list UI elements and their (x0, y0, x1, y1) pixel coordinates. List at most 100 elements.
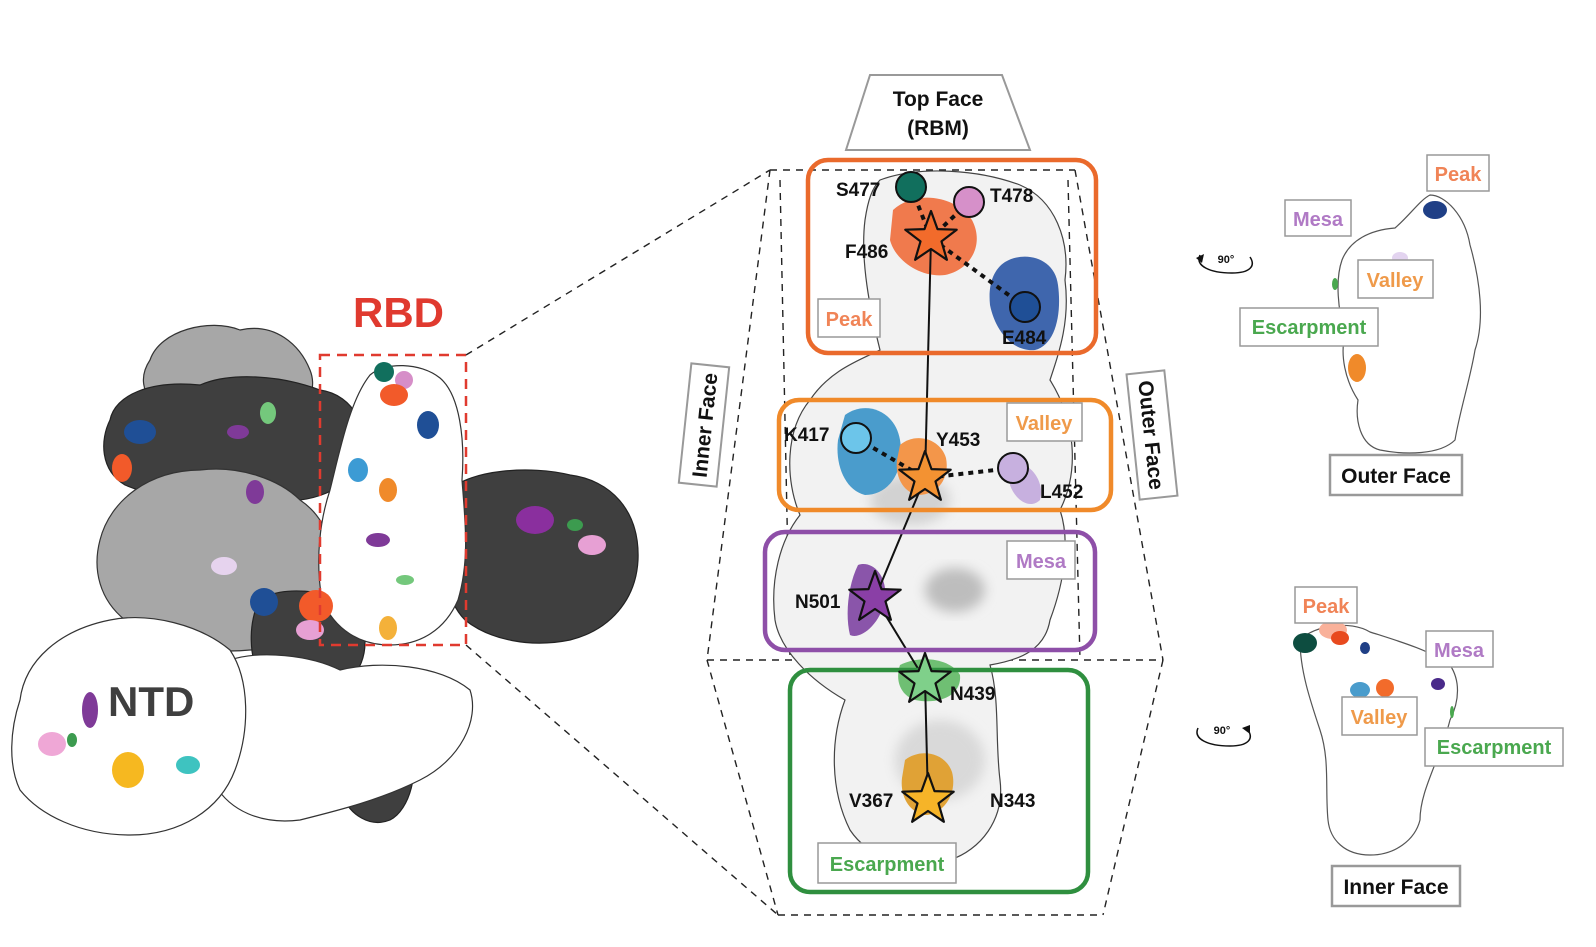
residue-k417-label: K417 (784, 425, 829, 446)
outer-patch-orange (1348, 354, 1366, 382)
patch-green-2 (260, 402, 276, 424)
inner-patch-orange (1376, 679, 1394, 697)
patch-orange-4 (299, 590, 333, 622)
spike-protein-structure: RBD NTD (11, 289, 639, 836)
patch-gold-2 (112, 752, 144, 788)
ntd-domain (11, 617, 247, 836)
rbd-label: RBD (353, 289, 444, 336)
residue-s477-label: S477 (836, 180, 880, 201)
patch-teal (374, 362, 394, 382)
patch-blue-3 (250, 588, 278, 616)
residue-l452-marker (997, 452, 1029, 484)
residue-n343-label: N343 (990, 791, 1035, 812)
outer-patch-blue (1423, 201, 1447, 219)
patch-green-3 (567, 519, 583, 531)
ntd-label: NTD (108, 678, 194, 725)
valley-region-box (776, 397, 1114, 513)
inner-patch-purple (1431, 678, 1445, 690)
inner-patch-blue (1360, 642, 1370, 654)
inner-rotation-indicator: 90° (1196, 725, 1251, 747)
svg-text:Inner Face: Inner Face (1343, 876, 1448, 899)
escarpment-region-box (787, 667, 1091, 895)
svg-text:Escarpment: Escarpment (1252, 317, 1367, 339)
surface-shadow-1 (925, 568, 985, 612)
inner-face-side-label: Inner Face (677, 362, 731, 488)
inner-patch-lightblue (1350, 682, 1370, 698)
residue-v367-star (901, 771, 955, 823)
zoom-lines (465, 169, 779, 916)
patch-gold (379, 616, 397, 640)
residue-f486-label: F486 (845, 242, 888, 263)
inner-label-valley: Valley (1341, 696, 1418, 736)
svg-text:Peak: Peak (826, 309, 874, 331)
surface-patch-lightblue (837, 408, 901, 495)
inner-face-outline (1299, 624, 1459, 856)
patch-orange (380, 384, 408, 406)
patch-pink-3 (578, 535, 606, 555)
svg-text:Mesa: Mesa (1016, 551, 1067, 573)
residue-stars (848, 209, 958, 823)
residue-n501-label: N501 (795, 592, 841, 613)
svg-text:Mesa: Mesa (1293, 209, 1344, 231)
patch-purple-2 (227, 425, 249, 439)
region-label-peak: Peak (817, 298, 881, 338)
patch-purple-4 (516, 506, 554, 534)
residue-t478-label: T478 (990, 186, 1033, 207)
outer-label-valley: Valley (1357, 259, 1434, 299)
patch-green (396, 575, 414, 585)
outer-label-mesa: Mesa (1284, 199, 1352, 237)
inner-label-peak: Peak (1294, 586, 1358, 624)
inner-label-escarpment: Escarpment (1424, 727, 1564, 767)
perspective-frame (706, 169, 1164, 916)
outer-face-side-label: Outer Face (1125, 369, 1179, 501)
residue-n501-star (848, 569, 902, 621)
svg-text:Peak: Peak (1303, 596, 1351, 618)
spike-dark-lobe-right (442, 469, 639, 644)
patch-blue (417, 411, 439, 439)
patch-green-4 (67, 733, 77, 747)
spike-white-body (209, 654, 474, 822)
outer-face-view: 90° Peak Mesa Valley Escarpment Outer Fa… (1196, 154, 1490, 497)
region-label-escarpment: Escarpment (817, 842, 957, 884)
patch-pink (395, 371, 413, 389)
patch-lavender (211, 557, 237, 575)
svg-text:(RBM): (RBM) (907, 117, 969, 140)
residue-y453-label: Y453 (936, 430, 980, 451)
svg-text:Valley: Valley (1367, 270, 1425, 292)
rbd-detail: S477 T478 F486 E484 K417 Y453 L452 N501 … (677, 74, 1179, 916)
residue-y453-star (898, 449, 952, 501)
inner-patch-teal (1293, 633, 1317, 653)
outer-face-title: Outer Face (1328, 453, 1464, 497)
outer-label-escarpment: Escarpment (1239, 307, 1379, 347)
outer-patch-green (1332, 278, 1338, 290)
svg-text:Mesa: Mesa (1434, 640, 1485, 662)
rbd-highlight-box (318, 353, 468, 647)
region-label-valley: Valley (1006, 402, 1083, 442)
svg-text:Peak: Peak (1435, 164, 1483, 186)
svg-text:Escarpment: Escarpment (830, 854, 945, 876)
svg-text:Escarpment: Escarpment (1437, 737, 1552, 759)
patch-lightblue (348, 458, 368, 482)
svg-text:90°: 90° (1214, 725, 1231, 737)
svg-text:Outer Face: Outer Face (1341, 465, 1451, 488)
residue-e484-label: E484 (1002, 328, 1047, 349)
top-face-label: Top Face (RBM) (844, 74, 1032, 151)
residue-v367-label: V367 (849, 791, 893, 812)
residue-t478-marker (953, 186, 985, 218)
residue-l452-label: L452 (1040, 482, 1083, 503)
patch-purple (366, 533, 390, 547)
patch-orange-3 (112, 454, 132, 482)
patch-blue-2 (124, 420, 156, 444)
residue-e484-marker (1009, 291, 1041, 323)
svg-text:Valley: Valley (1351, 707, 1409, 729)
region-label-mesa: Mesa (1006, 540, 1076, 580)
residue-n439-label: N439 (950, 684, 995, 705)
residue-s477-marker (895, 171, 927, 203)
patch-pink-4 (38, 732, 66, 756)
peak-region-box (805, 157, 1099, 356)
residue-n439-star (898, 651, 952, 703)
mesa-region-box (762, 529, 1098, 653)
residue-k417-marker (840, 422, 872, 454)
inner-patch-red (1331, 631, 1349, 645)
